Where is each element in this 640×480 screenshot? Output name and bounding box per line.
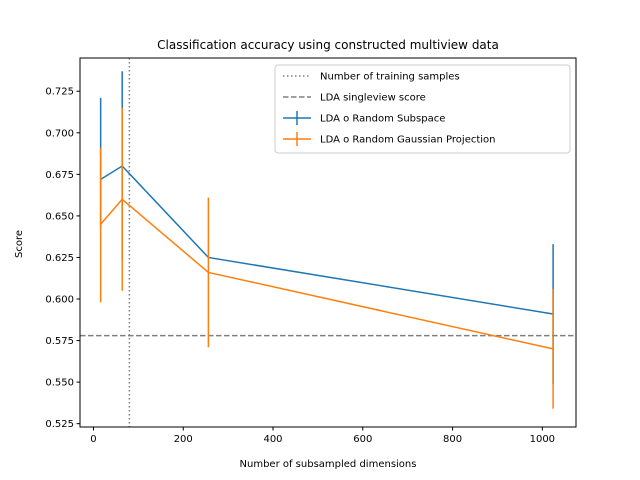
axes: 0 200 400 600 800 1000 0.525 0.550 0.575 0.600 0.6…	[45, 57, 577, 445]
y-tick-label: 0.575	[45, 336, 74, 347]
x-tick-label: 200	[174, 434, 193, 445]
legend-label: LDA singleview score	[320, 93, 426, 104]
x-tick-label: 800	[443, 434, 462, 445]
x-axis-label: Number of subsampled dimensions	[240, 459, 417, 470]
y-tick-label: 0.550	[45, 378, 74, 389]
y-tick-label: 0.625	[45, 253, 74, 264]
chart-title: Classification accuracy using constructe…	[157, 38, 499, 52]
series-2	[99, 107, 554, 409]
legend-label: Number of training samples	[320, 72, 460, 83]
series-2-line	[100, 198, 554, 350]
x-tick-label: 600	[353, 434, 372, 445]
y-tick-label: 0.600	[45, 295, 74, 306]
y-tick-label: 0.650	[45, 211, 74, 222]
x-tick-label: 1000	[530, 434, 555, 445]
legend-label: LDA o Random Gaussian Projection	[320, 135, 496, 146]
y-tick-label: 0.525	[45, 419, 74, 430]
plot-area	[80, 58, 576, 427]
y-axis-label: Score	[14, 230, 25, 258]
legend-label: LDA o Random Subspace	[320, 114, 445, 125]
axes-frame	[79, 57, 577, 428]
y-tick-label: 0.700	[45, 128, 74, 139]
y-tick-label: 0.725	[45, 87, 74, 98]
series-1-line	[100, 165, 554, 315]
x-tick-label: 400	[263, 434, 282, 445]
legend: Number of training samples LDA singleview…	[274, 64, 571, 154]
x-tick-label: 0	[90, 434, 96, 445]
y-tick-label: 0.675	[45, 170, 74, 181]
legend-box	[274, 64, 571, 154]
